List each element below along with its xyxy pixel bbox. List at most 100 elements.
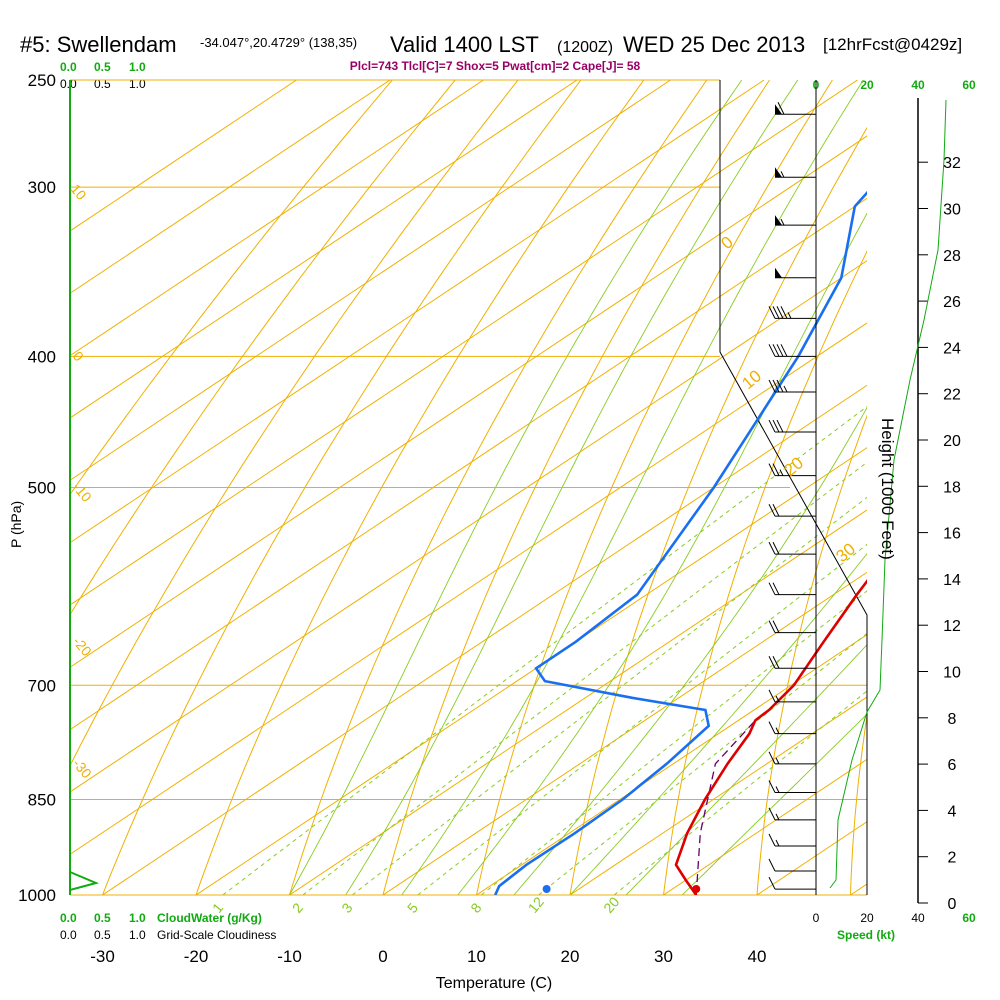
- forecast-date: WED 25 Dec 2013: [623, 32, 805, 57]
- mixing-ratio-label: 3: [338, 900, 355, 916]
- station-coords: -34.047°,20.4729° (138,35): [200, 35, 357, 50]
- wind-barb-flag: [772, 419, 780, 433]
- wind-barb-half: [780, 171, 785, 178]
- isotherm-line: [382, 571, 867, 895]
- wind-barb-flag: [776, 379, 784, 393]
- wind-barb-flag: [780, 344, 788, 357]
- mixing-ratio-line: [613, 690, 867, 895]
- cw-top-1: 1.0: [129, 60, 146, 74]
- isotherm-label: -20: [70, 633, 95, 659]
- wind-barb-flag: [768, 656, 776, 669]
- height-tick-label: 16: [943, 526, 961, 543]
- height-tick-label: 4: [948, 803, 957, 820]
- valid-time: Valid 1400 LST: [390, 32, 539, 57]
- mixing-ratio-label: 12: [525, 894, 547, 916]
- mixing-ratio-label: 2: [289, 900, 306, 916]
- wind-barb-flag: [768, 344, 776, 357]
- wind-barb-flag: [768, 780, 776, 793]
- spd-top-60: 60: [962, 78, 976, 92]
- spd-bot-60: 60: [962, 911, 976, 925]
- pressure-tick-label: 1000: [18, 886, 56, 905]
- height-tick-label: 18: [943, 479, 961, 496]
- cloudwater-top-scale: 0.0 0.5 1.0: [60, 60, 146, 74]
- cl-bot-0: 0.0: [60, 928, 77, 942]
- wind-barb-half: [775, 813, 780, 821]
- wind-barb-flag: [780, 306, 788, 319]
- mixing-ratio-line: [417, 543, 867, 895]
- temperature-tick-label: 30: [654, 947, 673, 966]
- isotherm-line: [289, 509, 867, 895]
- temperature-tick-label: -10: [277, 947, 302, 966]
- wind-barb-pennant: [775, 215, 782, 226]
- wind-barb-pennant: [775, 167, 782, 178]
- indices-line: Plcl=743 Tlcl[C]=7 Shox=5 Pwat[cm]=2 Cap…: [350, 59, 641, 73]
- temperature-tick-label: -30: [90, 947, 115, 966]
- isotherm-line: [70, 80, 297, 232]
- temperature-tick-label: 10: [467, 947, 486, 966]
- pressure-ticks: 250 300 400 500 700 850 1000: [18, 71, 56, 905]
- wind-barb-flag: [768, 379, 776, 393]
- speed-bottom-scale: 0 20 40 60 Speed (kt): [813, 911, 976, 942]
- speed-top-scale: 0 20 40 60: [813, 78, 976, 92]
- isotherm-label: 10: [738, 366, 765, 393]
- mixing-ratio-line: [222, 405, 867, 895]
- dry-adiabat: [70, 80, 393, 496]
- height-tick-label: 8: [948, 711, 957, 728]
- dry-adiabat: [70, 80, 519, 767]
- spd-top-20: 20: [860, 78, 874, 92]
- cloudwater-bottom-scale: 0.0 0.5 1.0 CloudWater (g/Kg): [60, 911, 262, 925]
- wind-barb-half: [775, 727, 780, 734]
- spd-bot-0: 0: [813, 911, 820, 925]
- dry-adiabat: [102, 80, 582, 895]
- height-tick-label: 28: [943, 248, 961, 265]
- temperature-tick-label: -20: [184, 947, 209, 966]
- wind-barb-flag: [772, 344, 780, 357]
- spd-bot-20: 20: [860, 911, 874, 925]
- wind-barb-flag: [772, 656, 780, 669]
- wind-barb-flag: [768, 833, 776, 847]
- isotherm-line: [70, 80, 671, 481]
- moist-adiabat: [345, 80, 799, 895]
- cl-bot-05: 0.5: [94, 928, 111, 942]
- pressure-axis-label: P (hPa): [8, 501, 24, 548]
- wind-barb-flag: [772, 379, 780, 393]
- zulu-time: (1200Z): [557, 39, 613, 56]
- dry-adiabat: [195, 80, 645, 895]
- wind-barb-half: [775, 695, 780, 703]
- moist-adiabat: [681, 713, 867, 895]
- surface-dewpoint-marker: [542, 885, 551, 893]
- wind-barb-flag: [772, 541, 780, 555]
- height-tick-label: 22: [943, 387, 961, 404]
- height-tick-label: 32: [943, 155, 961, 172]
- temperature-curve: [674, 579, 867, 895]
- pressure-tick-label: 400: [28, 347, 56, 366]
- height-tick-label: 30: [943, 202, 961, 219]
- mixing-ratio-line: [351, 496, 867, 895]
- spd-bot-40: 40: [911, 911, 925, 925]
- cl-top-05: 0.5: [94, 77, 111, 91]
- isotherm-line: [476, 634, 867, 895]
- speed-profile: [829, 99, 947, 889]
- mixing-ratio-label: 20: [600, 894, 622, 916]
- cw-bot-05: 0.5: [94, 911, 111, 925]
- surface-temperature-marker: [692, 885, 701, 893]
- wind-barb-flag: [768, 807, 776, 821]
- mixing-ratio-label: 5: [404, 900, 421, 916]
- dry-adiabat: [756, 414, 867, 895]
- isotherm-line: [70, 80, 578, 419]
- mixing-ratio-label: 8: [467, 900, 484, 916]
- cl-bot-1: 1.0: [129, 928, 146, 942]
- height-tick-label: 24: [943, 340, 961, 357]
- cloudwater-label: CloudWater (g/Kg): [157, 911, 262, 925]
- wind-barb-flag: [772, 306, 780, 319]
- temperature-tick-label: 20: [561, 947, 580, 966]
- wind-barb-flag: [768, 751, 776, 765]
- pressure-tick-label: 300: [28, 178, 56, 197]
- mixing-ratio-line: [538, 632, 867, 895]
- wind-barb-half: [787, 312, 792, 319]
- wind-barb-flag: [772, 463, 780, 476]
- height-tick-label: 12: [943, 618, 961, 635]
- temperature-tick-label: 0: [378, 947, 387, 966]
